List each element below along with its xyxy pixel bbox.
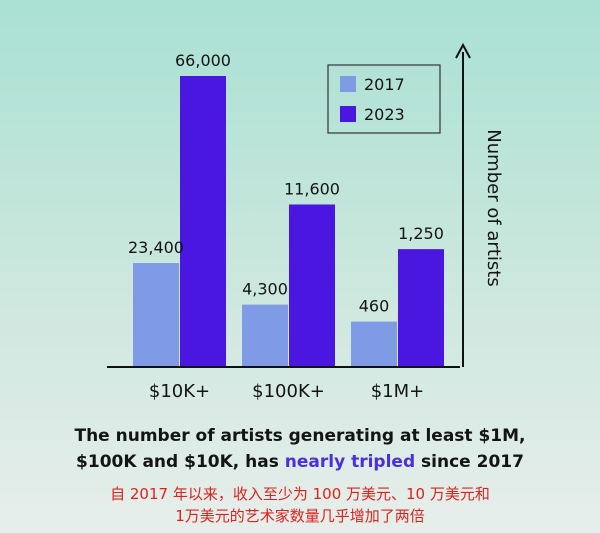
caption-cn-line-1: 自 2017 年以来，收入至少为 100 万美元、10 万美元和 xyxy=(110,485,490,503)
value-label-2023-1: 11,600 xyxy=(284,179,340,198)
caption-line-2: $100K and $10K, has nearly tripled since… xyxy=(0,449,600,475)
bar-2023-2 xyxy=(398,249,444,366)
bar-2023-0 xyxy=(180,76,226,366)
category-label-1: $100K+ xyxy=(252,381,325,402)
legend-swatch-2023 xyxy=(340,106,356,122)
legend-swatch-2017 xyxy=(340,76,356,92)
value-label-2023-0: 66,000 xyxy=(175,51,231,70)
value-label-2017-2: 460 xyxy=(359,297,390,316)
bar-2017-1 xyxy=(242,304,288,366)
value-label-2017-0: 23,400 xyxy=(128,238,184,257)
category-labels-group: $10K+ $100K+ $1M+ xyxy=(149,381,424,402)
y-axis-arrow-icon xyxy=(455,42,471,59)
caption-part1: The number of artists generating at leas… xyxy=(74,426,526,446)
value-labels-group: 23,400 66,000 4,300 11,600 460 1,250 xyxy=(128,51,444,316)
value-label-2023-2: 1,250 xyxy=(398,224,444,243)
bar-2017-2 xyxy=(351,321,397,366)
legend: 2017 2023 xyxy=(327,64,441,134)
category-label-2: $1M+ xyxy=(371,381,425,402)
caption-cn-line-2: 1万美元的艺术家数量几乎增加了两倍 xyxy=(175,507,425,525)
y-axis-label: Number of artists xyxy=(483,129,504,286)
caption-line-1: The number of artists generating at leas… xyxy=(0,423,600,449)
legend-box xyxy=(327,64,441,134)
legend-label-2017: 2017 xyxy=(364,75,405,94)
caption-part2a: $100K and $10K, has xyxy=(76,452,285,472)
value-label-2017-1: 4,300 xyxy=(242,280,288,299)
bars-group xyxy=(133,76,444,366)
legend-label-2023: 2023 xyxy=(364,105,405,124)
bar-2017-0 xyxy=(133,263,179,366)
bar-2023-1 xyxy=(289,204,335,366)
caption-part2b: since 2017 xyxy=(415,452,524,472)
category-label-0: $10K+ xyxy=(149,381,210,402)
caption-highlight: nearly tripled xyxy=(284,452,416,472)
